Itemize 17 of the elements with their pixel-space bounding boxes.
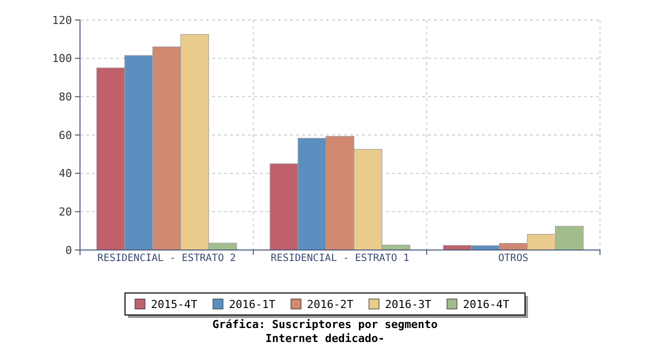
legend-label: 2016-1T	[229, 298, 276, 311]
y-tick-label: 100	[52, 52, 72, 66]
y-tick-label: 120	[52, 14, 72, 27]
y-tick-label: 80	[58, 90, 72, 104]
x-tick-label: RESIDENCIAL - ESTRATO 1	[270, 253, 410, 264]
legend-label: 2016-3T	[385, 298, 432, 311]
text: Internet dedicado-	[265, 332, 385, 345]
x-tick-label: OTROS	[498, 253, 528, 264]
y-tick-label: 60	[58, 128, 72, 142]
legend-label: 2015-4T	[151, 298, 198, 311]
x-tick-label: RESIDENCIAL - ESTRATO 2	[97, 253, 236, 264]
y-tick-label: 0	[65, 244, 72, 257]
legend-label: 2016-4T	[463, 298, 510, 311]
text: Gráfica: Suscriptores por segmento	[212, 318, 438, 331]
legend-label: 2016-2T	[307, 298, 354, 311]
y-tick-label: 20	[58, 206, 72, 219]
y-tick-label: 40	[58, 167, 72, 180]
